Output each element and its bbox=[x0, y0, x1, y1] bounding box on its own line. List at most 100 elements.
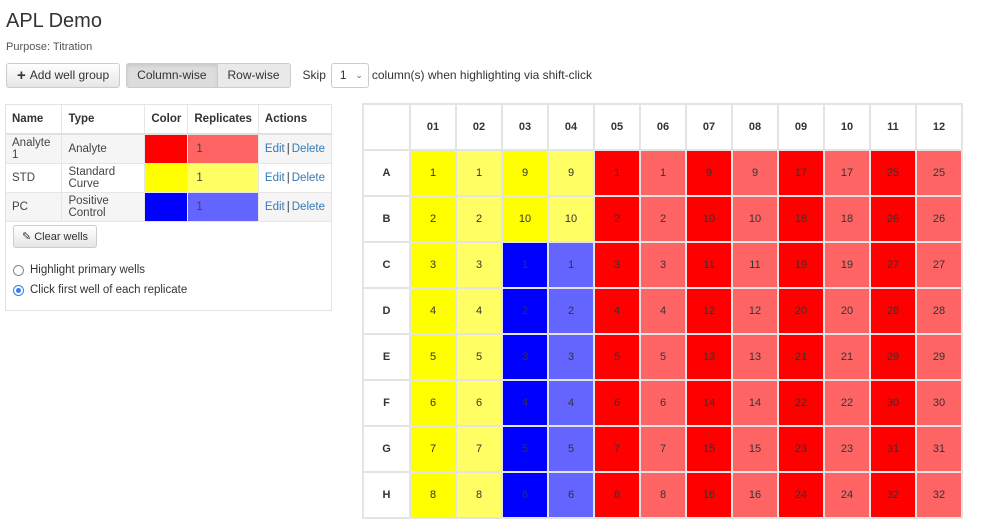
plate-column-header[interactable]: 03 bbox=[501, 103, 549, 151]
plate-well[interactable]: 5 bbox=[547, 425, 595, 473]
plate-well[interactable]: 10 bbox=[547, 195, 595, 243]
plate-row-header[interactable]: C bbox=[362, 241, 411, 289]
edit-link[interactable]: Edit bbox=[264, 171, 285, 184]
plate-well[interactable]: 1 bbox=[547, 241, 595, 289]
plate-well[interactable]: 21 bbox=[823, 333, 871, 381]
delete-link[interactable]: Delete bbox=[291, 171, 325, 184]
radio-button-checked[interactable] bbox=[13, 284, 24, 296]
plate-row-header[interactable]: E bbox=[362, 333, 411, 381]
plate-well[interactable]: 3 bbox=[547, 333, 595, 381]
plate-well[interactable]: 5 bbox=[639, 333, 687, 381]
plate-well[interactable]: 5 bbox=[593, 333, 641, 381]
plate-well[interactable]: 9 bbox=[685, 149, 733, 197]
plate-well[interactable]: 24 bbox=[823, 471, 871, 519]
plate-well[interactable]: 17 bbox=[777, 149, 825, 197]
plate-column-header[interactable]: 02 bbox=[455, 103, 503, 151]
skip-select[interactable]: 1 ⌄ bbox=[330, 62, 369, 88]
plate-well[interactable]: 31 bbox=[915, 425, 963, 473]
plate-well[interactable]: 5 bbox=[455, 333, 503, 381]
plate-well[interactable]: 6 bbox=[639, 379, 687, 427]
plate-well[interactable]: 4 bbox=[501, 379, 549, 427]
plate-column-header[interactable]: 06 bbox=[639, 103, 687, 151]
plate-well[interactable]: 12 bbox=[685, 287, 733, 335]
clear-wells-button[interactable]: ✎ Clear wells bbox=[13, 225, 98, 248]
plate-well[interactable]: 10 bbox=[685, 195, 733, 243]
plate-column-header[interactable]: 09 bbox=[777, 103, 825, 151]
radio-highlight-primary[interactable]: Highlight primary wells bbox=[13, 264, 145, 276]
column-wise-button[interactable]: Column-wise bbox=[126, 62, 218, 88]
plate-well[interactable]: 10 bbox=[731, 195, 779, 243]
plate-well[interactable]: 24 bbox=[777, 471, 825, 519]
plate-well[interactable]: 1 bbox=[639, 149, 687, 197]
plate-well[interactable]: 8 bbox=[593, 471, 641, 519]
plate-row-header[interactable]: F bbox=[362, 379, 411, 427]
plate-well[interactable]: 7 bbox=[455, 425, 503, 473]
plate-well[interactable]: 13 bbox=[685, 333, 733, 381]
plate-well[interactable]: 2 bbox=[593, 195, 641, 243]
plate-well[interactable]: 8 bbox=[639, 471, 687, 519]
plate-well[interactable]: 8 bbox=[409, 471, 457, 519]
plate-well[interactable]: 2 bbox=[639, 195, 687, 243]
plate-well[interactable]: 5 bbox=[409, 333, 457, 381]
plate-well[interactable]: 7 bbox=[639, 425, 687, 473]
plate-well[interactable]: 6 bbox=[547, 471, 595, 519]
plate-well[interactable]: 2 bbox=[501, 287, 549, 335]
plate-well[interactable]: 7 bbox=[409, 425, 457, 473]
plate-well[interactable]: 20 bbox=[823, 287, 871, 335]
plate-well[interactable]: 1 bbox=[409, 149, 457, 197]
plate-well[interactable]: 26 bbox=[915, 195, 963, 243]
plate-well[interactable]: 5 bbox=[501, 425, 549, 473]
plate-well[interactable]: 29 bbox=[869, 333, 917, 381]
delete-link[interactable]: Delete bbox=[291, 142, 325, 155]
plate-row-header[interactable]: B bbox=[362, 195, 411, 243]
plate-well[interactable]: 4 bbox=[409, 287, 457, 335]
plate-well[interactable]: 2 bbox=[409, 195, 457, 243]
plate-well[interactable]: 4 bbox=[547, 379, 595, 427]
plate-well[interactable]: 27 bbox=[915, 241, 963, 289]
plate-well[interactable]: 11 bbox=[731, 241, 779, 289]
plate-well[interactable]: 14 bbox=[731, 379, 779, 427]
plate-well[interactable]: 28 bbox=[915, 287, 963, 335]
plate-well[interactable]: 3 bbox=[501, 333, 549, 381]
plate-well[interactable]: 3 bbox=[409, 241, 457, 289]
plate-well[interactable]: 2 bbox=[547, 287, 595, 335]
plate-well[interactable]: 18 bbox=[777, 195, 825, 243]
plate-well[interactable]: 1 bbox=[501, 241, 549, 289]
plate-well[interactable]: 4 bbox=[639, 287, 687, 335]
plate-well[interactable]: 2 bbox=[455, 195, 503, 243]
plate-well[interactable]: 9 bbox=[501, 149, 549, 197]
plate-row-header[interactable]: D bbox=[362, 287, 411, 335]
plate-well[interactable]: 9 bbox=[547, 149, 595, 197]
plate-well[interactable]: 1 bbox=[593, 149, 641, 197]
delete-link[interactable]: Delete bbox=[291, 200, 325, 213]
plate-well[interactable]: 17 bbox=[823, 149, 871, 197]
plate-well[interactable]: 4 bbox=[593, 287, 641, 335]
plate-well[interactable]: 16 bbox=[731, 471, 779, 519]
radio-button[interactable] bbox=[13, 264, 24, 276]
plate-well[interactable]: 30 bbox=[869, 379, 917, 427]
edit-link[interactable]: Edit bbox=[264, 142, 285, 155]
plate-column-header[interactable]: 12 bbox=[915, 103, 963, 151]
plate-well[interactable]: 28 bbox=[869, 287, 917, 335]
plate-well[interactable]: 19 bbox=[777, 241, 825, 289]
plate-well[interactable]: 30 bbox=[915, 379, 963, 427]
plate-well[interactable]: 15 bbox=[685, 425, 733, 473]
plate-well[interactable]: 9 bbox=[731, 149, 779, 197]
plate-well[interactable]: 13 bbox=[731, 333, 779, 381]
plate-well[interactable]: 3 bbox=[639, 241, 687, 289]
plate-well[interactable]: 32 bbox=[915, 471, 963, 519]
plate-well[interactable]: 6 bbox=[455, 379, 503, 427]
plate-well[interactable]: 8 bbox=[455, 471, 503, 519]
plate-well[interactable]: 3 bbox=[455, 241, 503, 289]
plate-well[interactable]: 12 bbox=[731, 287, 779, 335]
plate-well[interactable]: 31 bbox=[869, 425, 917, 473]
edit-link[interactable]: Edit bbox=[264, 200, 285, 213]
plate-well[interactable]: 16 bbox=[685, 471, 733, 519]
plate-row-header[interactable]: A bbox=[362, 149, 411, 197]
plate-well[interactable]: 6 bbox=[501, 471, 549, 519]
plate-well[interactable]: 11 bbox=[685, 241, 733, 289]
plate-well[interactable]: 10 bbox=[501, 195, 549, 243]
plate-well[interactable]: 22 bbox=[777, 379, 825, 427]
plate-well[interactable]: 25 bbox=[915, 149, 963, 197]
plate-well[interactable]: 26 bbox=[869, 195, 917, 243]
